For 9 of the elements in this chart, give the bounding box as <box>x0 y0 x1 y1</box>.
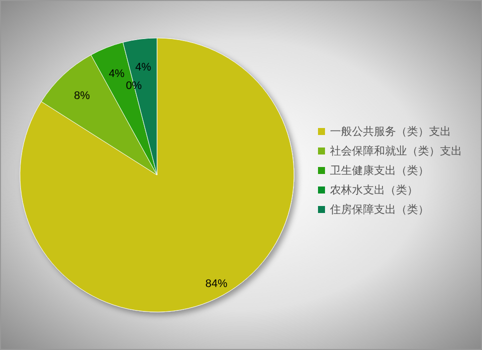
data-label: 4% <box>135 61 152 74</box>
data-label: 8% <box>74 90 90 102</box>
legend-label: 卫生健康支出（类） <box>330 164 429 177</box>
data-label: 84% <box>205 278 228 290</box>
legend-label: 社会保障和就业（类）支出 <box>330 144 462 158</box>
slice-label: 一般公共服务（类）支出 <box>330 125 451 138</box>
legend-label: 住房保障支出（类） <box>330 203 429 216</box>
data-label: 4% <box>108 68 125 80</box>
legend-label: 农林水支出（类） <box>330 184 418 196</box>
